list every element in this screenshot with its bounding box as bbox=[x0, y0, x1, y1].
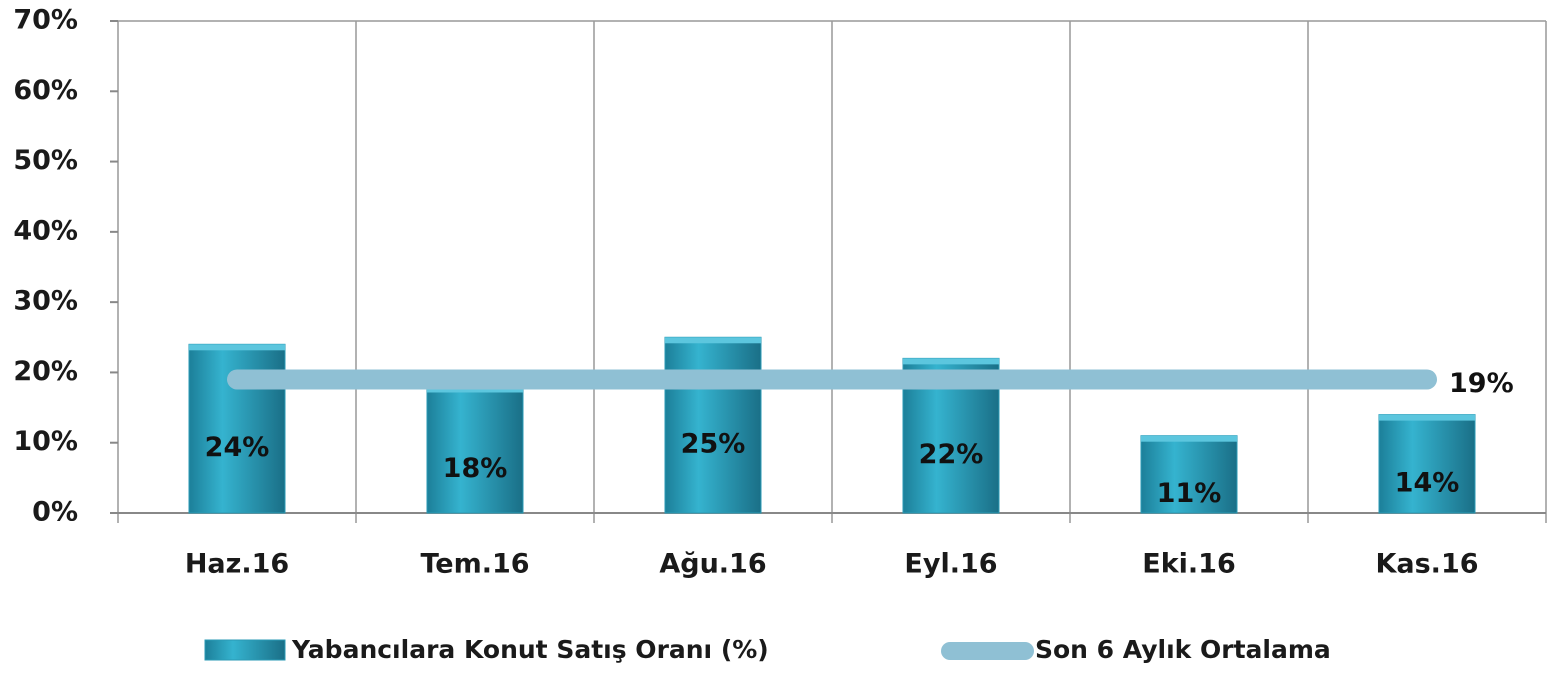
data-label: 22% bbox=[919, 439, 984, 470]
bar-top bbox=[427, 386, 523, 393]
bar-top bbox=[1379, 414, 1475, 421]
y-tick-label: 20% bbox=[13, 356, 78, 387]
y-tick-label: 60% bbox=[13, 75, 78, 106]
y-tick-label: 0% bbox=[32, 497, 78, 528]
y-tick-label: 70% bbox=[13, 5, 78, 36]
legend-label: Son 6 Aylık Ortalama bbox=[1035, 635, 1331, 664]
y-tick-label: 10% bbox=[13, 426, 78, 457]
data-label: 11% bbox=[1157, 478, 1222, 509]
bar bbox=[1378, 414, 1476, 514]
y-tick-label: 40% bbox=[13, 215, 78, 246]
bar bbox=[426, 385, 524, 514]
bar bbox=[664, 336, 762, 514]
bar-top bbox=[1141, 435, 1237, 442]
y-tick-label: 50% bbox=[13, 145, 78, 176]
bar-top bbox=[189, 344, 285, 351]
bar-top bbox=[903, 358, 999, 365]
data-label: 14% bbox=[1395, 467, 1460, 498]
legend-swatch bbox=[204, 639, 286, 661]
data-label: 18% bbox=[443, 453, 508, 484]
x-tick-label: Tem.16 bbox=[420, 549, 529, 580]
data-label: 19% bbox=[1449, 368, 1514, 399]
bar-top bbox=[665, 337, 761, 344]
data-label: 24% bbox=[205, 432, 270, 463]
x-tick-label: Ağu.16 bbox=[659, 549, 766, 580]
legend-label: Yabancılara Konut Satış Oranı (%) bbox=[291, 635, 769, 664]
x-tick-label: Eyl.16 bbox=[904, 549, 997, 580]
x-tick-label: Haz.16 bbox=[185, 549, 289, 580]
bar bbox=[1140, 435, 1238, 514]
data-label: 25% bbox=[681, 429, 746, 460]
y-tick-label: 30% bbox=[13, 286, 78, 317]
x-tick-label: Kas.16 bbox=[1375, 549, 1478, 580]
x-tick-label: Eki.16 bbox=[1142, 549, 1236, 580]
